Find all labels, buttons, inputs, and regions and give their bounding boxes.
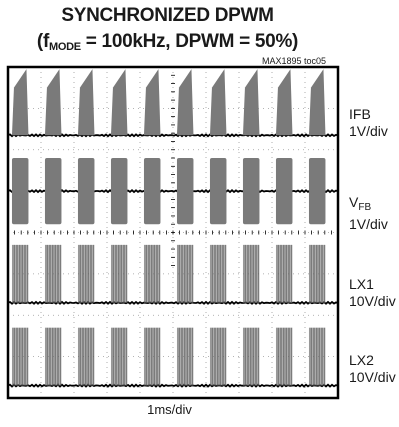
trace-ifb-burst — [275, 69, 293, 136]
trace-ifb-burst — [176, 69, 194, 136]
trace-ifb-burst — [11, 69, 29, 136]
trace-lx1-switching — [12, 244, 28, 303]
trace-vfb-burst — [209, 158, 227, 225]
trace-vfb-burst — [44, 158, 62, 225]
trace-lx1-switching — [210, 244, 226, 303]
trace-vfb-burst — [242, 158, 260, 225]
trace-vfb-burst — [77, 158, 95, 225]
subtitle-sub: MODE — [48, 41, 81, 53]
trace-lx2-switching — [78, 327, 94, 386]
trace-vfb-burst — [176, 158, 194, 225]
trace-lx2-switching — [45, 327, 61, 386]
channel-name-ifb: IFB — [349, 106, 371, 122]
trace-lx1-switching — [309, 244, 325, 303]
channel-scale-ifb: 1V/div — [349, 123, 388, 139]
trace-lx2-switching — [243, 327, 259, 386]
chart-subtitle: (fMODE = 100kHz, DPWM = 50%) — [0, 31, 335, 53]
subtitle-post: = 100kHz, DPWM = 50%) — [80, 31, 299, 52]
figure-tag: MAX1895 toc05 — [262, 56, 327, 66]
trace-lx2-switching — [111, 327, 127, 386]
trace-vfb-burst — [275, 158, 293, 225]
channel-label-lx1: LX1 10V/div — [349, 276, 396, 310]
trace-lx2-switching — [276, 327, 292, 386]
trace-ifb-burst — [209, 69, 227, 136]
trace-lx1-switching — [276, 244, 292, 303]
trace-lx1-switching — [111, 244, 127, 303]
trace-ifb-burst — [242, 69, 260, 136]
trace-lx2-switching — [309, 327, 325, 386]
trace-vfb-burst — [143, 158, 161, 225]
channel-label-lx2: LX2 10V/div — [349, 352, 396, 386]
trace-ifb-burst — [77, 69, 95, 136]
channel-scale-lx1: 10V/div — [349, 293, 396, 309]
trace-lx1-switching — [243, 244, 259, 303]
trace-lx1-switching — [45, 244, 61, 303]
channel-name-lx1: LX1 — [349, 276, 374, 292]
trace-lx1-baseline — [7, 300, 339, 305]
chart-title: SYNCHRONIZED DPWM — [61, 5, 274, 26]
trace-lx1-switching — [177, 244, 193, 303]
channel-label-ifb: IFB 1V/div — [349, 106, 388, 140]
plot-frame — [6, 65, 340, 400]
trace-ifb-burst — [143, 69, 161, 136]
x-axis-label: 1ms/div — [147, 402, 192, 417]
trace-lx2-switching — [177, 327, 193, 386]
trace-lx2-switching — [12, 327, 28, 386]
channel-scale-lx2: 10V/div — [349, 369, 396, 385]
trace-lx2-baseline — [7, 383, 339, 388]
trace-ifb-burst — [308, 69, 326, 136]
trace-lx1-switching — [78, 244, 94, 303]
channel-name-vfb: V — [349, 194, 359, 210]
trace-ifb-burst — [110, 69, 128, 136]
trace-lx1-switching — [144, 244, 160, 303]
channel-scale-vfb: 1V/div — [349, 216, 388, 232]
trace-lx2-switching — [210, 327, 226, 386]
trace-ifb-burst — [44, 69, 62, 136]
channel-name-lx2: LX2 — [349, 352, 374, 368]
trace-ifb-baseline — [7, 133, 339, 138]
trace-vfb-burst — [110, 158, 128, 225]
channel-label-vfb: VFB 1V/div — [349, 194, 388, 233]
channel-sub-vfb: FB — [358, 202, 372, 213]
trace-vfb-burst — [308, 158, 326, 225]
trace-lx2-switching — [144, 327, 160, 386]
subtitle-pre: (f — [36, 31, 49, 52]
trace-vfb-burst — [11, 158, 29, 225]
